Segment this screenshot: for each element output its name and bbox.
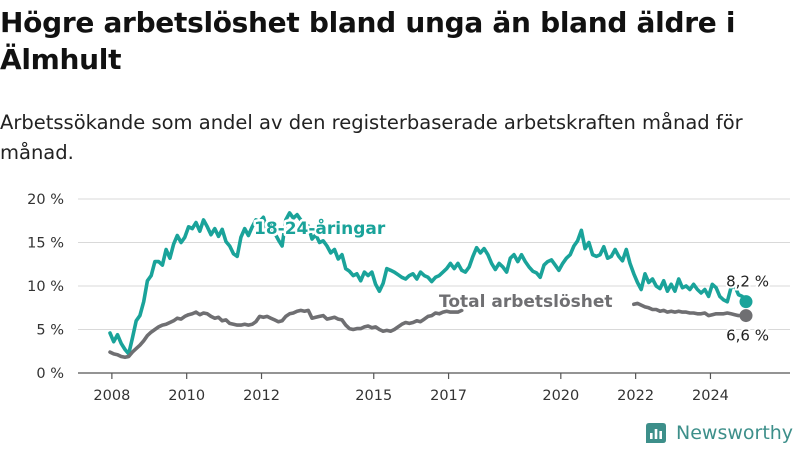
end-point-youth — [739, 295, 753, 309]
brand-name: Newsworthy — [676, 422, 794, 444]
newsworthy-logo-icon — [646, 423, 666, 443]
series-label-youth: 18-24-åringar — [254, 217, 386, 239]
x-tick-label: 2015 — [355, 388, 392, 404]
series-lines — [108, 211, 753, 360]
end-point-total — [739, 309, 753, 323]
x-tick-label: 2010 — [168, 388, 205, 404]
x-tick-label: 2024 — [692, 388, 729, 404]
brand-logo: Newsworthy — [644, 419, 793, 447]
x-tick-label: 2008 — [93, 388, 130, 404]
y-tick-label: 10 % — [27, 279, 64, 295]
x-axis-ticks: 2008 2010 2012 2015 2017 2020 2022 2024 — [78, 372, 790, 404]
y-tick-label: 15 % — [27, 236, 64, 252]
x-tick-label: 2012 — [243, 388, 280, 404]
grid-lines — [78, 198, 790, 330]
x-tick-label: 2022 — [617, 388, 654, 404]
y-tick-label: 5 % — [36, 323, 64, 339]
y-axis-ticks: 0 % 5 % 10 % 15 % 20 % — [27, 192, 64, 382]
y-tick-label: 0 % — [36, 366, 64, 382]
end-label-youth: 8,2 % — [726, 273, 769, 291]
series-line-youth — [108, 211, 748, 356]
series-line-total — [108, 301, 748, 360]
x-tick-label: 2017 — [430, 388, 467, 404]
end-label-total: 6,6 % — [726, 327, 769, 345]
series-label-total: Total arbetslöshet — [439, 292, 613, 312]
page-subtitle: Arbetssökande som andel av den registerb… — [0, 111, 743, 164]
x-tick-label: 2020 — [542, 388, 579, 404]
page-title: Högre arbetslöshet bland unga än bland ä… — [0, 6, 736, 76]
y-tick-label: 20 % — [27, 192, 64, 208]
series-labels: 18-24-åringar Total arbetslöshet 8,2 % 6,6 … — [252, 215, 772, 347]
